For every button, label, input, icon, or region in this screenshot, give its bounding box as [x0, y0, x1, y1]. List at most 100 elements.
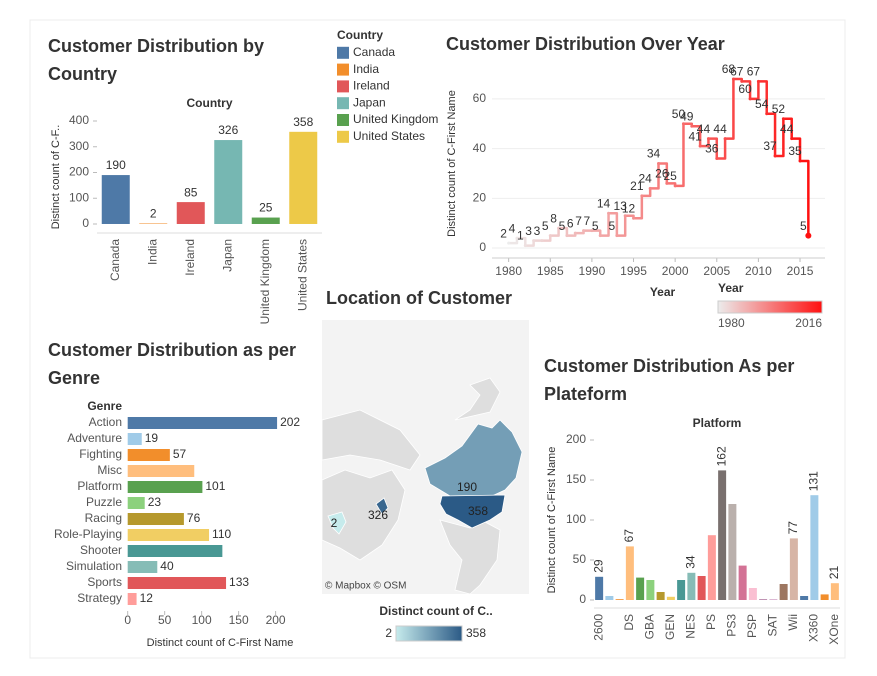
bar	[759, 599, 768, 600]
point	[681, 122, 685, 126]
point	[690, 124, 694, 128]
x-tick-label: GBA	[643, 614, 657, 639]
y-tick-label: Fighting	[79, 447, 122, 461]
chart-title: Customer Distribution by Country	[48, 36, 265, 84]
x-tick-label: 1995	[620, 264, 647, 278]
value-label: 4	[509, 221, 516, 235]
map-region	[439, 494, 506, 529]
point	[698, 144, 702, 148]
category-header: Genre	[87, 399, 122, 413]
value-label: 44	[780, 122, 794, 136]
legend-label: 1980	[718, 316, 745, 330]
bar	[800, 596, 809, 600]
value-label: 12	[622, 201, 636, 215]
y-tick-label: 0	[82, 216, 89, 230]
x-tick-label: PS3	[725, 614, 739, 637]
step-line	[558, 226, 569, 236]
bar	[769, 599, 778, 600]
x-tick-label: PSP	[745, 614, 759, 638]
x-tick-label: 50	[158, 613, 172, 627]
legend-gradient	[395, 625, 463, 642]
value-label: 35	[788, 144, 802, 158]
legend-gradient	[717, 300, 823, 314]
value-label: 67	[747, 65, 761, 79]
point	[565, 234, 569, 238]
value-label: 67	[622, 529, 636, 543]
point	[805, 232, 812, 239]
map-label: 2	[331, 516, 338, 530]
bar	[127, 513, 184, 525]
bar	[127, 577, 227, 589]
point	[582, 229, 586, 233]
value-label: 85	[184, 185, 198, 199]
bar	[646, 580, 655, 600]
value-label: 76	[187, 511, 201, 525]
bar	[127, 481, 203, 493]
x-tick-label: 2600	[591, 614, 605, 641]
value-label: 2	[500, 226, 507, 240]
y-tick-label: 60	[473, 91, 487, 105]
value-label: 29	[591, 559, 605, 573]
map-label: 326	[368, 508, 388, 522]
bar	[677, 580, 686, 600]
step-line	[766, 112, 777, 157]
step-line	[758, 80, 768, 114]
value-label: 68	[722, 62, 736, 76]
x-tick-label: GEN	[663, 614, 677, 640]
point	[615, 234, 619, 238]
value-label: 25	[663, 169, 677, 183]
bar	[139, 223, 168, 224]
value-label: 23	[148, 495, 162, 509]
legend-swatch	[337, 46, 349, 59]
value-label: 40	[160, 559, 174, 573]
x-tick-label: 1980	[495, 264, 522, 278]
chart-title: Customer Distribution as per Genre	[48, 340, 297, 388]
dashboard-border	[29, 19, 846, 659]
value-label: 37	[763, 139, 777, 153]
legend-swatch	[337, 80, 349, 93]
y-tick-label: Action	[89, 415, 122, 429]
legend-title: Country	[337, 28, 383, 42]
x-tick-label: 1985	[537, 264, 564, 278]
legend-label: United Kingdom	[353, 112, 438, 126]
step-line	[608, 211, 619, 236]
point	[548, 234, 552, 238]
y-tick-label: Role-Playing	[54, 527, 122, 541]
value-label: 5	[559, 219, 566, 233]
step-line	[750, 81, 760, 101]
step-line	[541, 235, 552, 242]
point	[523, 244, 527, 248]
bar	[779, 584, 788, 600]
point	[790, 137, 794, 141]
x-tick-label: Wii	[786, 614, 800, 631]
value-label: 14	[597, 196, 611, 210]
point	[657, 162, 660, 165]
value-label: 57	[173, 447, 187, 461]
map-label: 358	[468, 504, 488, 518]
legend-label: 358	[466, 626, 486, 640]
point	[515, 236, 519, 240]
value-label: 7	[575, 214, 582, 228]
value-label: 101	[205, 479, 225, 493]
legend-title: Distinct count of C..	[379, 604, 492, 618]
x-tick-label: 2005	[703, 264, 730, 278]
legend-label: Canada	[353, 45, 395, 59]
legend-label: United States	[353, 129, 425, 143]
bar	[748, 588, 757, 600]
map-region	[327, 511, 347, 535]
y-tick-label: Shooter	[80, 543, 122, 557]
x-tick-label: United Kingdom	[258, 239, 272, 324]
land	[454, 377, 501, 421]
y-tick-label: 200	[69, 165, 89, 179]
chart-title: Customer Distribution Over Year	[446, 34, 725, 54]
bar	[127, 417, 278, 429]
y-axis-title: Distinct count of C-First Name	[446, 90, 458, 237]
point	[731, 77, 735, 81]
step-line	[525, 240, 535, 247]
bar	[101, 175, 130, 224]
map-region	[424, 419, 523, 498]
legend-label: Ireland	[353, 79, 390, 93]
value-label: 21	[827, 566, 841, 580]
value-label: 60	[738, 82, 752, 96]
